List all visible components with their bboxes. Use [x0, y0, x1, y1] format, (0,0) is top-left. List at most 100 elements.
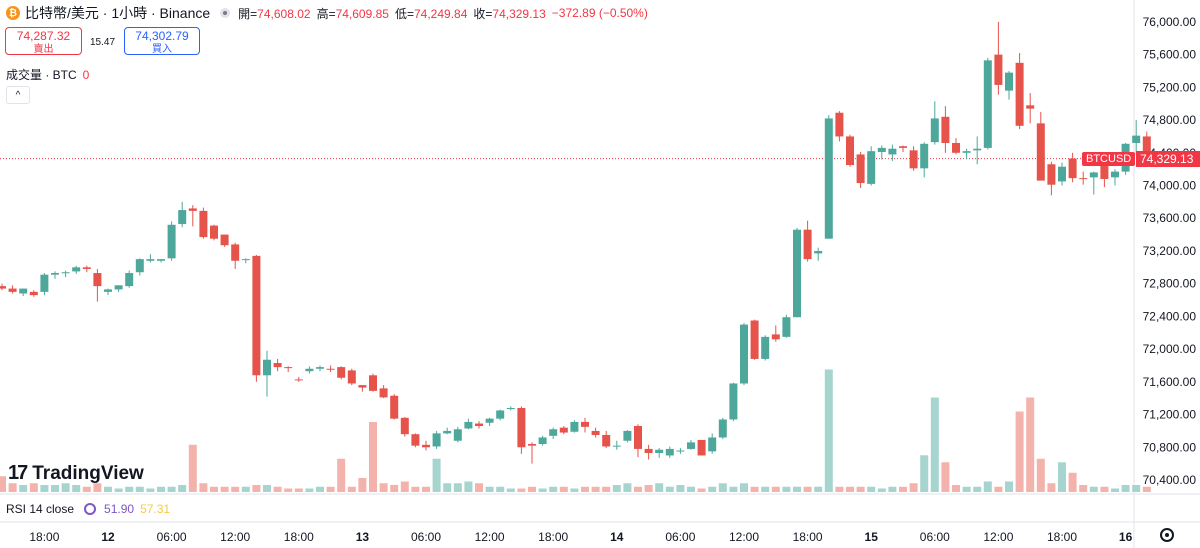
candle-body	[528, 444, 536, 446]
volume-bar	[952, 485, 960, 492]
volume-bar	[930, 397, 939, 492]
volume-bar	[443, 483, 452, 492]
symbol-title[interactable]: 比特幣/美元 · 1小時 · Binance	[25, 5, 211, 21]
volume-legend[interactable]: 成交量 · BTC 0	[6, 68, 90, 82]
candle-body	[559, 427, 568, 433]
candle-body	[125, 273, 134, 287]
candle-body	[114, 285, 123, 290]
rsi-legend[interactable]: RSI 14 close 51.90 57.31	[6, 502, 170, 516]
candle-body	[496, 410, 505, 419]
candle-body	[983, 60, 992, 148]
rsi-label: RSI 14 close	[6, 502, 75, 516]
candle-body	[82, 267, 91, 269]
candle-body	[1047, 164, 1056, 185]
volume-bar	[793, 486, 801, 492]
volume-bar	[1058, 462, 1066, 492]
volume-bar	[135, 486, 144, 492]
volume-bar	[687, 486, 695, 492]
volume-bar	[877, 488, 886, 492]
sell-button[interactable]: 74,287.32 賣出	[5, 27, 82, 55]
candle-body	[369, 375, 377, 391]
candle-body	[973, 148, 982, 151]
volume-bar	[665, 486, 674, 492]
y-tick-label: 74,800.00	[1143, 113, 1197, 127]
volume-bar	[983, 481, 992, 492]
candle-body	[1079, 178, 1088, 180]
volume-bar	[612, 485, 621, 492]
volume-bar	[40, 485, 49, 492]
volume-bar	[708, 486, 717, 492]
candle-body	[1068, 158, 1077, 179]
collapse-legend-button[interactable]: ^	[6, 86, 30, 104]
candle-body	[210, 225, 218, 239]
volume-bar	[220, 486, 229, 492]
volume-bar	[1132, 485, 1141, 492]
candle-body	[793, 229, 801, 318]
candle-body	[538, 437, 547, 445]
candle-body	[761, 336, 770, 359]
candle-body	[1089, 172, 1098, 178]
y-tick-label: 75,600.00	[1143, 48, 1197, 62]
x-tick-label: 18:00	[793, 530, 823, 544]
volume-bar	[1026, 397, 1035, 492]
buy-label: 買入	[152, 44, 172, 55]
ohlc-change: −372.89 (−0.50%)	[551, 6, 648, 20]
candle-body	[771, 334, 780, 340]
candle-body	[379, 388, 388, 398]
volume-bar	[369, 422, 377, 492]
candle-body	[517, 408, 526, 448]
candle-body	[93, 273, 102, 287]
volume-bar	[316, 486, 324, 492]
candle-body	[29, 291, 38, 296]
candle-body	[909, 150, 918, 169]
candle-body	[644, 448, 653, 454]
candle-body	[316, 367, 324, 369]
candle-body	[199, 210, 208, 238]
volume-bar	[284, 488, 293, 492]
candle-body	[994, 54, 1003, 85]
volume-bar	[400, 481, 409, 492]
volume-bar	[61, 483, 70, 492]
candle-body	[104, 289, 112, 292]
volume-bar	[973, 486, 982, 492]
candle-body	[877, 147, 886, 152]
candle-body	[1036, 123, 1045, 181]
candle-body	[1111, 171, 1119, 178]
volume-bar	[559, 486, 568, 492]
candle-body	[263, 359, 271, 376]
candle-body	[962, 151, 971, 153]
candle-body	[252, 255, 261, 376]
volume-bar	[1068, 472, 1077, 492]
ohlc-high: 高=74,609.85	[316, 6, 389, 21]
x-tick-label: 18:00	[284, 530, 314, 544]
buy-button[interactable]: 74,302.79 買入	[124, 27, 200, 55]
volume-bar	[167, 486, 176, 492]
candle-body	[623, 430, 632, 441]
volume-bar	[570, 488, 579, 492]
x-tick-label: 18:00	[29, 530, 59, 544]
volume-bar	[729, 486, 738, 492]
volume-bar	[771, 486, 780, 492]
x-tick-label: 16	[1119, 530, 1133, 544]
volume-bar	[29, 483, 38, 492]
candle-body	[602, 435, 611, 447]
volume-bar	[528, 486, 536, 492]
tradingview-logo[interactable]: 17 TradingView	[8, 462, 144, 485]
sell-price: 74,287.32	[16, 29, 71, 43]
volume-bar	[856, 486, 865, 492]
volume-bar	[464, 481, 473, 492]
candle-body	[294, 379, 303, 381]
candle-body	[337, 367, 346, 378]
last-price-tag: 74,329.13	[1136, 151, 1200, 167]
market-status-icon[interactable]	[220, 8, 231, 18]
volume-bar	[178, 485, 187, 492]
candle-body	[718, 419, 727, 438]
volume-bar	[591, 486, 600, 492]
volume-bar	[358, 478, 367, 492]
volume-bar	[909, 483, 918, 492]
candle-body	[824, 118, 833, 239]
candle-body	[655, 449, 664, 454]
settings-gear-icon[interactable]	[1160, 528, 1174, 542]
y-tick-label: 72,800.00	[1143, 277, 1197, 291]
